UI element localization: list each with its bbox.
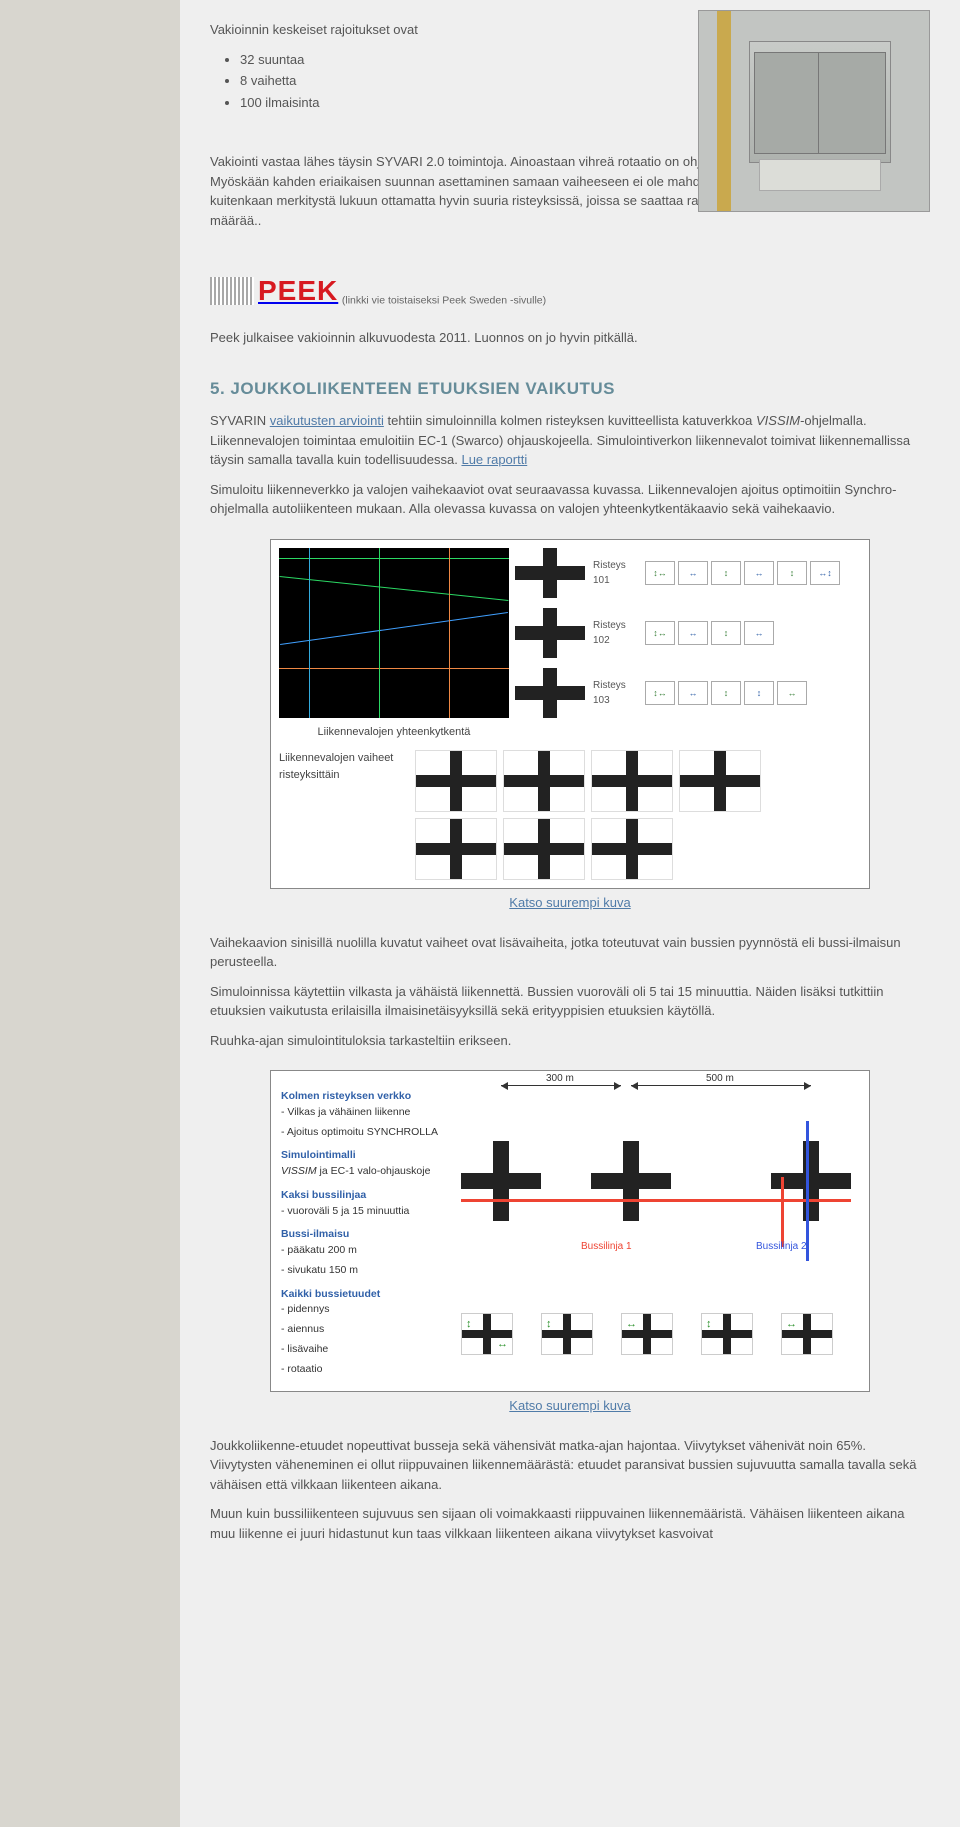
read-report-link[interactable]: Lue raportti <box>461 452 527 467</box>
phase-cross-icon <box>591 750 673 812</box>
view-larger-image-link-2[interactable]: Katso suurempi kuva <box>509 1398 630 1413</box>
phase-cross-icon <box>415 818 497 880</box>
intersection-icon <box>461 1141 541 1221</box>
peek-bars-icon <box>210 277 254 305</box>
intersection-icon <box>515 668 585 718</box>
constraints-list: 32 suuntaa 8 vaihetta 100 ilmaisinta <box>210 50 682 113</box>
phase-cross-icon <box>503 818 585 880</box>
intersection-icon <box>515 608 585 658</box>
intersection-row-102: Risteys 102 ↕↔↔ ↕↔ <box>515 608 861 658</box>
diagram-1: Risteys 101 ↕↔↔ ↕↔ ↕↔↕ Risteys 102 ↕↔↔ ↕… <box>270 539 870 890</box>
section5-p1: SYVARIN vaikutusten arviointi tehtiin si… <box>210 411 930 470</box>
mid-p4: Simuloinnissa käytettiin vilkasta ja väh… <box>210 982 930 1021</box>
impact-assessment-link[interactable]: vaikutusten arviointi <box>270 413 384 428</box>
mid-p5: Ruuhka-ajan simulointituloksia tarkastel… <box>210 1031 930 1051</box>
tail-p6: Joukkoliikenne-etuudet nopeuttivat busse… <box>210 1436 930 1495</box>
phase-mini-icon: ↔ <box>781 1313 833 1355</box>
busline-1-label: Bussilinja 1 <box>581 1239 632 1254</box>
sidebar <box>0 0 180 1827</box>
phase-cross-icon <box>591 818 673 880</box>
section5-p2: Simuloitu liikenneverkko ja valojen vaih… <box>210 480 930 519</box>
intersection-icon <box>515 548 585 598</box>
phase-mini-icon: ↔ <box>621 1313 673 1355</box>
view-larger-image-link-1[interactable]: Katso suurempi kuva <box>509 895 630 910</box>
phase-cross-icon <box>415 750 497 812</box>
diagram-2-network: 300 m 500 m Bussilinja 1 Bussilinja 2 ↕↔… <box>461 1081 859 1361</box>
bullet-2: 8 vaihetta <box>240 71 682 91</box>
bus-line-1 <box>461 1199 851 1202</box>
diag1-caption-bottom: Liikennevalojen vaiheet risteyksittäin <box>279 750 409 783</box>
network-coordination-view <box>279 548 509 718</box>
intersection-row-101: Risteys 101 ↕↔↔ ↕↔ ↕↔↕ <box>515 548 861 598</box>
peek-logo-text: PEEK <box>258 270 338 312</box>
peek-paragraph: Peek julkaisee vakioinnin alkuvuodesta 2… <box>210 328 930 348</box>
phase-cross-icon <box>503 750 585 812</box>
section-5-heading: 5. JOUKKOLIIKENTEEN ETUUKSIEN VAIKUTUS <box>210 376 930 402</box>
main-content: Vakioinnin keskeiset rajoitukset ovat 32… <box>180 0 960 1827</box>
tail-p7: Muun kuin bussiliikenteen sujuvuus sen s… <box>210 1504 930 1543</box>
bullet-3: 100 ilmaisinta <box>240 93 682 113</box>
phase-mini-icon: ↕ <box>541 1313 593 1355</box>
phase-cross-icon <box>679 750 761 812</box>
phase-mini-icon: ↕↔ <box>461 1313 513 1355</box>
phase-mini-icon: ↕ <box>701 1313 753 1355</box>
intro-text: Vakioinnin keskeiset rajoitukset ovat <box>210 20 682 40</box>
peek-logo-link[interactable]: PEEK <box>210 270 338 312</box>
busline-2-label: Bussilinja 2 <box>756 1239 807 1254</box>
diagram-2-legend: Kolmen risteyksen verkko - Vilkas ja väh… <box>281 1081 451 1381</box>
cabinet-photo <box>698 10 930 212</box>
intersection-icon <box>591 1141 671 1221</box>
peek-caption: (linkki vie toistaiseksi Peek Sweden -si… <box>342 295 546 307</box>
mid-p3: Vaihekaavion sinisillä nuolilla kuvatut … <box>210 933 930 972</box>
diag1-caption-top: Liikennevalojen yhteenkytkentä <box>279 724 509 741</box>
bus-line-1-vert <box>781 1177 784 1247</box>
bullet-1: 32 suuntaa <box>240 50 682 70</box>
diagram-2: Kolmen risteyksen verkko - Vilkas ja väh… <box>270 1070 870 1392</box>
intersection-row-103: Risteys 103 ↕↔↔ ↕↕ ↔ <box>515 668 861 718</box>
